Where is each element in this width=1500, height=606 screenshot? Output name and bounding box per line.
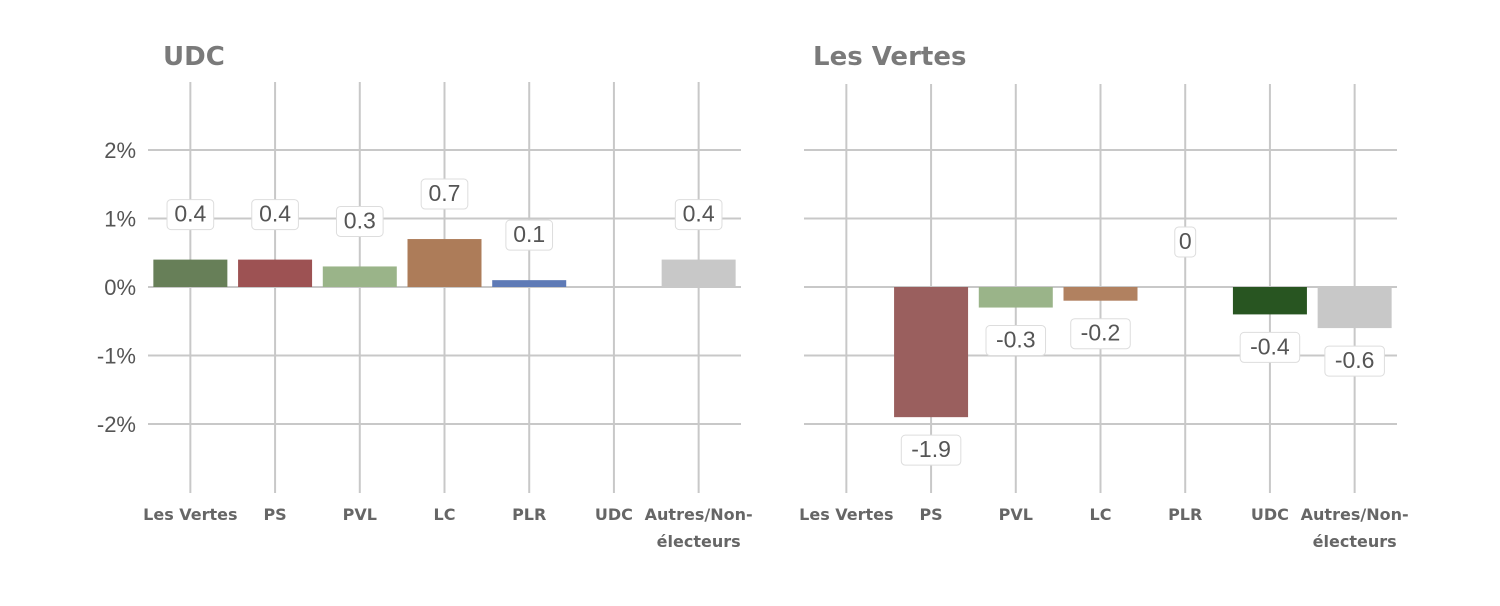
data-label-box	[251, 199, 299, 231]
x-tick-label: LC	[1090, 505, 1112, 524]
bar-udc	[1232, 287, 1307, 315]
y-tick-label: 0%	[104, 275, 136, 300]
data-label: -1.9	[911, 436, 951, 462]
bar-les-vertes	[153, 259, 228, 287]
bar-ps	[238, 259, 313, 287]
data-label: 0.4	[174, 201, 206, 227]
x-tick-label: électeurs	[1313, 532, 1397, 551]
data-label-box	[900, 434, 962, 466]
data-label: -0.2	[1081, 320, 1121, 346]
data-label: 0	[1179, 228, 1192, 254]
data-label: -0.3	[996, 327, 1036, 353]
data-label: 0.3	[344, 207, 376, 233]
x-tick-label: Les Vertes	[799, 505, 893, 524]
x-tick-label: PLR	[1168, 505, 1202, 524]
data-label-box	[335, 205, 384, 237]
chart-title: UDC	[163, 42, 225, 72]
data-label-box	[505, 219, 554, 251]
y-tick-label: 2%	[104, 138, 136, 163]
data-label: -0.4	[1250, 333, 1290, 359]
bar-ps	[894, 287, 969, 418]
x-tick-label: PS	[263, 505, 286, 524]
x-tick-label: Autres/Non-	[645, 505, 753, 524]
bar-lc	[1063, 287, 1138, 301]
x-tick-label: LC	[434, 505, 456, 524]
x-tick-label: PS	[919, 505, 942, 524]
x-tick-label: UDC	[1251, 505, 1289, 524]
data-label-box	[985, 325, 1047, 357]
data-label: 0.7	[429, 180, 461, 206]
x-tick-label: Autres/Non-	[1301, 505, 1409, 524]
data-label: 0.4	[683, 201, 715, 227]
data-label-box	[1324, 345, 1385, 377]
y-tick-label: -2%	[97, 412, 136, 437]
data-label-box	[1070, 318, 1131, 350]
data-label-box	[420, 178, 469, 210]
data-label: 0.4	[259, 201, 291, 227]
bar-lc	[407, 239, 482, 287]
data-label-box	[1239, 331, 1301, 363]
bar-pvl	[978, 287, 1053, 308]
y-tick-label: 1%	[104, 207, 136, 232]
data-label-box	[166, 199, 215, 231]
bar-pvl	[322, 266, 397, 287]
y-tick-label: -1%	[97, 344, 136, 369]
data-label: 0.1	[513, 221, 545, 247]
x-tick-label: PLR	[512, 505, 546, 524]
bar-autres-non-lecteurs	[1317, 287, 1392, 329]
x-tick-label: PVL	[343, 505, 377, 524]
bar-plr	[492, 280, 567, 287]
data-label-box	[1174, 226, 1197, 258]
x-tick-label: électeurs	[657, 532, 741, 551]
bar-autres-non-lecteurs	[661, 259, 736, 287]
data-label-box	[674, 199, 723, 231]
chart-title: Les Vertes	[813, 42, 966, 72]
x-tick-label: UDC	[595, 505, 633, 524]
x-tick-label: PVL	[999, 505, 1033, 524]
x-tick-label: Les Vertes	[143, 505, 237, 524]
data-label: -0.6	[1335, 347, 1375, 373]
